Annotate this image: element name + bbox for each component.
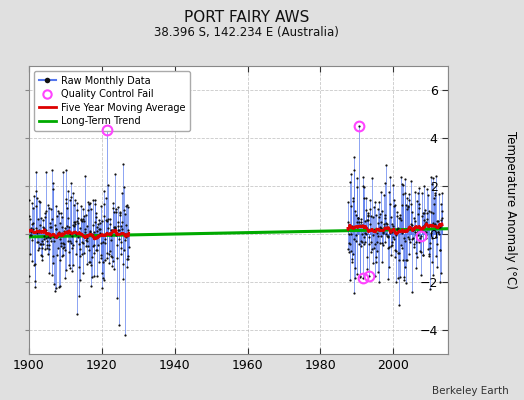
Text: Berkeley Earth: Berkeley Earth	[432, 386, 508, 396]
Text: 38.396 S, 142.234 E (Australia): 38.396 S, 142.234 E (Australia)	[154, 26, 339, 39]
Legend: Raw Monthly Data, Quality Control Fail, Five Year Moving Average, Long-Term Tren: Raw Monthly Data, Quality Control Fail, …	[34, 71, 190, 131]
Text: PORT FAIRY AWS: PORT FAIRY AWS	[183, 10, 309, 25]
Y-axis label: Temperature Anomaly (°C): Temperature Anomaly (°C)	[504, 131, 517, 289]
